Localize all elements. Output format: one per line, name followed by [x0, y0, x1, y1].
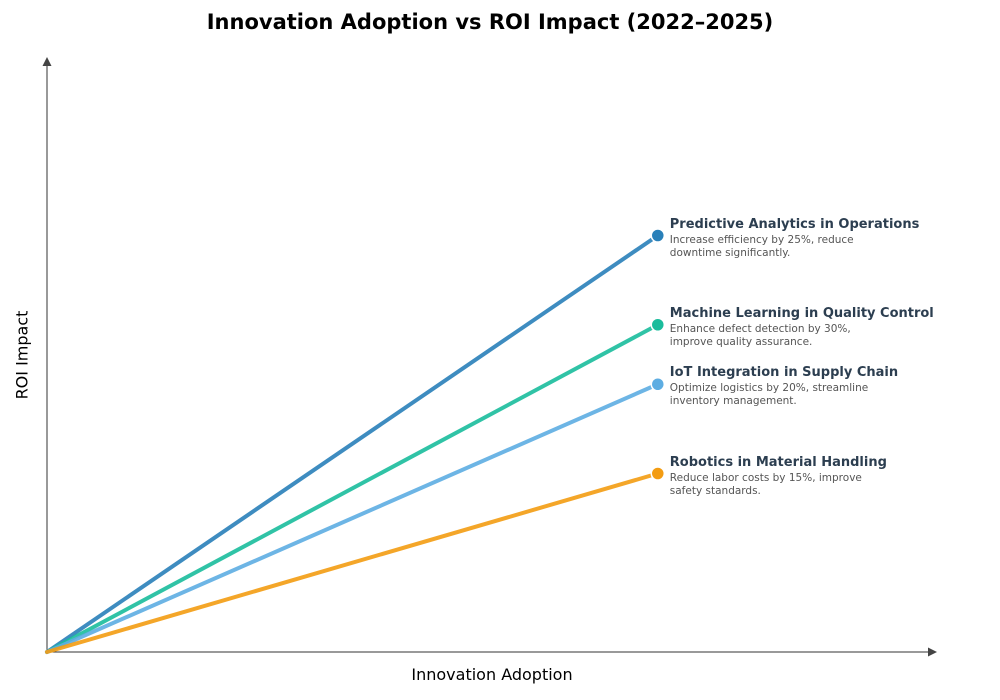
series-line-2 — [45, 382, 660, 654]
series-endpoint-2 — [650, 377, 666, 392]
x-axis-label: Innovation Adoption — [411, 665, 573, 684]
annotation-1: Machine Learning in Quality Control Enhan… — [670, 306, 934, 349]
series-description: Optimize logistics by 20%, streamline in… — [669, 382, 869, 408]
series-endpoint-0 — [650, 228, 666, 243]
series-endpoint-1 — [650, 317, 666, 332]
series-description: Increase efficiency by 25%, reduce downt… — [669, 233, 854, 259]
series-line-0 — [45, 233, 660, 654]
series-line-1 — [45, 322, 660, 654]
x-axis-arrow — [928, 647, 937, 657]
series-name: IoT Integration in Supply Chain — [669, 365, 899, 381]
series-name: Predictive Analytics in Operations — [669, 216, 920, 232]
series-line-3 — [45, 471, 660, 654]
series-name: Machine Learning in Quality Control — [669, 305, 934, 321]
series-endpoint-3 — [650, 466, 666, 481]
y-axis-arrow — [42, 57, 52, 66]
series-description: Enhance defect detection by 30%, improve… — [669, 322, 851, 348]
series-name: Robotics in Material Handling — [669, 454, 887, 470]
chart-title: Innovation Adoption vs ROI Impact (2022–… — [206, 10, 774, 34]
y-axis-label: ROI Impact — [12, 310, 32, 400]
series-description: Reduce labor costs by 15%, improve safet… — [669, 471, 862, 497]
annotation-3: Robotics in Material Handling Reduce labo… — [670, 455, 887, 498]
annotation-2: IoT Integration in Supply Chain Optimize … — [670, 365, 898, 408]
annotation-0: Predictive Analytics in Operations Increa… — [670, 217, 920, 260]
